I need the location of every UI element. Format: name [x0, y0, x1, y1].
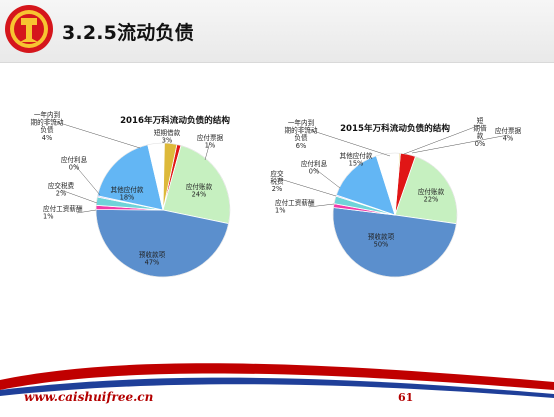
data-label-other_payables: 其他应付款 15% [340, 151, 373, 168]
data-label-interest_payable: 应付利息 0% [301, 159, 328, 176]
data-label-notes_payable: 应付票据 4% [495, 126, 522, 143]
data-label-taxes_payable: 应交税费 2% [270, 169, 284, 193]
data-label-salaries_payable: 应付工资薪酬 1% [43, 204, 83, 221]
leader-line-notes_payable [411, 134, 509, 154]
pie-slice-advances_received [95, 209, 230, 278]
chart-title: 2016年万科流动负债的结构 [120, 114, 230, 126]
data-label-salaries_payable: 应付工资薪酬 1% [275, 198, 315, 215]
footer-decoration [0, 363, 554, 417]
slide-title: 3.2.5流动负债 [62, 22, 194, 44]
data-label-accounts_payable: 应付账款 24% [186, 182, 213, 199]
leader-line-short_term_loans [403, 124, 481, 155]
footer-url[interactable]: www.caishuifree.cn [24, 390, 154, 404]
data-label-notes_payable: 应付票据 1% [197, 133, 224, 150]
data-label-short_term_loans: 短期借款 0% [473, 116, 487, 148]
data-label-other_payables: 其他应付款 18% [111, 185, 144, 202]
page-number: 61 [398, 391, 414, 404]
chart-title: 2015年万科流动负债的结构 [340, 122, 450, 134]
leader-line-taxes_payable [60, 189, 98, 204]
leader-line-interest_payable [73, 163, 101, 196]
slide-header [0, 0, 554, 63]
data-label-taxes_payable: 应交税费 2% [48, 181, 75, 198]
leader-line-salaries_payable [308, 203, 335, 208]
pie-outline [332, 152, 458, 278]
data-label-short_term_loans: 短期借款 3% [154, 128, 181, 145]
data-label-advances_received: 预收款项 50% [368, 232, 395, 249]
pie-chart-1: 2015年万科流动负债的结构 应付票据 4% 应付账款 22% 预收款项 50% 应付工资薪酬… [270, 116, 522, 278]
data-label-accounts_payable: 应付账款 22% [418, 187, 445, 204]
data-label-noncurrent_due: 一年内到期的非流动负债 6% [285, 118, 318, 150]
data-label-interest_payable: 应付利息 0% [61, 155, 88, 172]
leader-line-noncurrent_due [46, 118, 141, 149]
leader-line-taxes_payable [276, 177, 337, 197]
leader-line-noncurrent_due [300, 126, 391, 157]
leader-line-salaries_payable [76, 209, 97, 214]
dollar-fortune-logo-icon [5, 5, 53, 53]
data-label-noncurrent_due: 一年内到期的非流动负债 4% [31, 110, 64, 142]
leader-line-notes_payable [204, 141, 211, 161]
leader-line-interest_payable [313, 167, 341, 189]
data-label-advances_received: 预收款项 47% [139, 250, 166, 267]
